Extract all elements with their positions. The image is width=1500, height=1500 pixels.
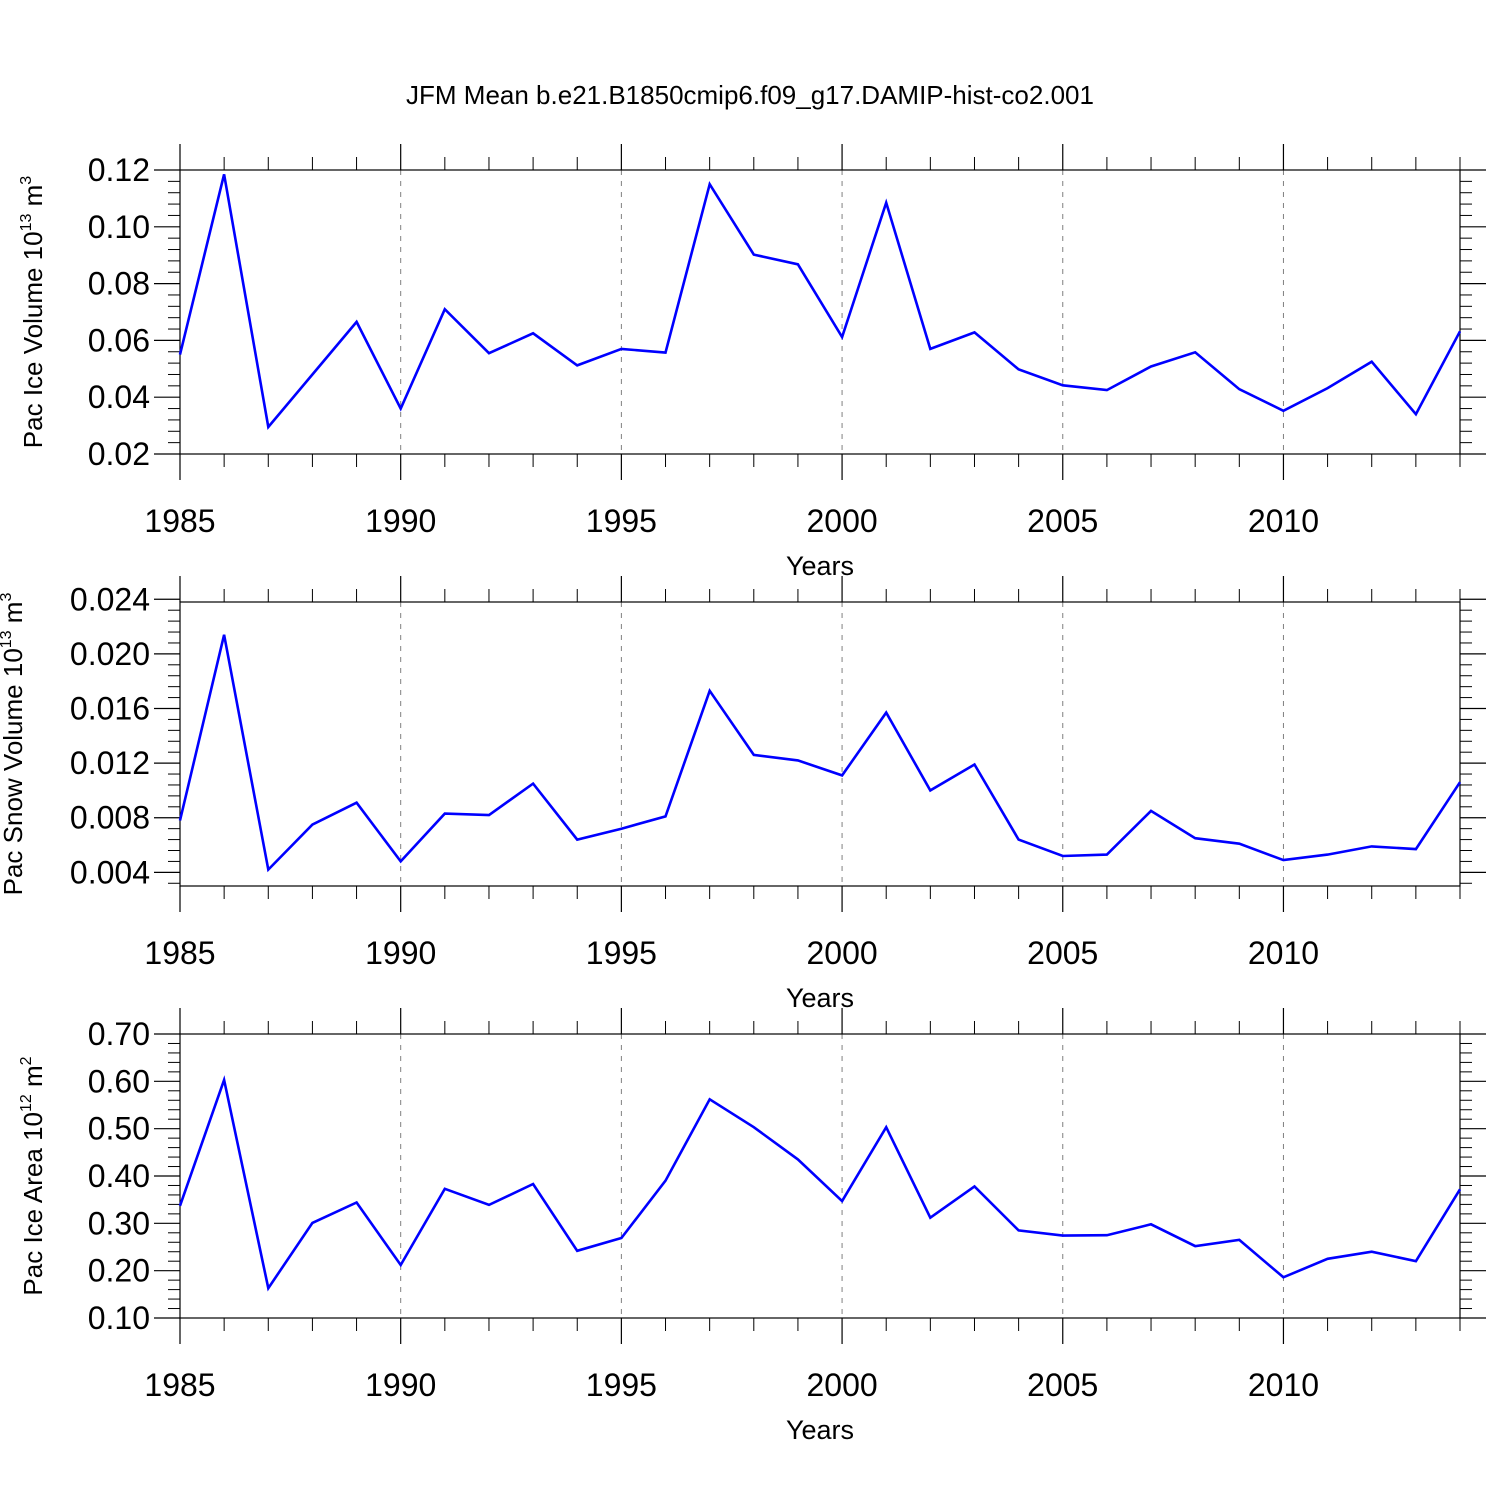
x-axis-label: Years	[786, 551, 854, 581]
y-axis-label-unit: m	[0, 602, 28, 631]
x-tick-label: 2010	[1248, 1367, 1319, 1403]
y-tick-label: 0.04	[88, 379, 150, 415]
y-tick-label: 0.20	[88, 1253, 150, 1289]
series-line	[178, 1075, 1462, 1292]
y-tick-label: 0.10	[88, 209, 150, 245]
x-tick-label: 2000	[806, 935, 877, 971]
x-tick-label: 1990	[365, 1367, 436, 1403]
y-tick-label: 0.020	[70, 636, 150, 672]
y-axis-label-unit-exponent: 2	[18, 1056, 35, 1065]
x-tick-label: 2005	[1027, 503, 1098, 539]
x-tick-label: 1995	[586, 1367, 657, 1403]
plot-frame	[179, 601, 1461, 887]
series-line	[178, 173, 1462, 430]
y-tick-label: 0.70	[88, 1016, 150, 1052]
y-tick-label: 0.08	[88, 266, 150, 302]
x-tick-label: 2010	[1248, 503, 1319, 539]
y-axis-label: Pac Ice Area 1012 m2	[18, 1056, 48, 1295]
y-tick-label: 0.50	[88, 1111, 150, 1147]
x-tick-label: 2005	[1027, 935, 1098, 971]
plot-frame	[179, 1033, 1461, 1319]
y-tick-label: 0.012	[70, 745, 150, 781]
x-tick-label: 1995	[586, 503, 657, 539]
y-axis-label-unit-exponent: 3	[18, 176, 35, 185]
y-axis-label: Pac Snow Volume 1013 m3	[0, 593, 28, 896]
y-tick-label: 0.016	[70, 691, 150, 727]
x-tick-label: 1995	[586, 935, 657, 971]
y-tick-label: 0.60	[88, 1063, 150, 1099]
y-axis-label-text: Pac Ice Area 10	[18, 1112, 48, 1296]
y-axis-label: Pac Ice Volume 1013 m3	[18, 176, 48, 449]
y-tick-label: 0.004	[70, 854, 150, 890]
figure-title: JFM Mean b.e21.B1850cmip6.f09_g17.DAMIP-…	[406, 80, 1094, 110]
chart-panel-2: 0.004 0.008 0.012 0.016 0.020 0.024 1985 1990 19…	[0, 576, 1486, 1013]
x-tick-label: 1990	[365, 935, 436, 971]
y-tick-label: 0.40	[88, 1158, 150, 1194]
y-tick-label: 0.008	[70, 800, 150, 836]
y-axis-label-exponent: 13	[18, 213, 35, 231]
y-tick-label: 0.06	[88, 322, 150, 358]
x-tick-label: 2010	[1248, 935, 1319, 971]
series-line	[178, 634, 1462, 873]
y-tick-label: 0.10	[88, 1300, 150, 1336]
y-axis-label-text: Pac Snow Volume 10	[0, 648, 28, 895]
chart-panel-3: 0.10 0.20 0.30 0.40 0.50 0.60 0.70 1985 1990 1995…	[18, 1008, 1486, 1445]
x-tick-label: 1985	[144, 935, 215, 971]
chart-panel-1: 0.02 0.04 0.06 0.08 0.10 0.12 1985 1990 1995 2000…	[18, 144, 1486, 581]
x-tick-label: 1990	[365, 503, 436, 539]
y-tick-label: 0.12	[88, 152, 150, 188]
x-tick-label: 2005	[1027, 1367, 1098, 1403]
y-axis-label-text: Pac Ice Volume 10	[18, 231, 48, 448]
y-axis-label-unit-exponent: 3	[0, 593, 15, 602]
y-tick-label: 0.30	[88, 1205, 150, 1241]
x-tick-label: 1985	[144, 503, 215, 539]
y-axis-label-unit: m	[18, 1065, 48, 1094]
y-axis-label-unit: m	[18, 185, 48, 214]
y-axis-label-exponent: 12	[18, 1094, 35, 1112]
x-axis-label: Years	[786, 1415, 854, 1445]
y-tick-label: 0.02	[88, 436, 150, 472]
x-tick-label: 2000	[806, 503, 877, 539]
plot-frame	[179, 169, 1461, 455]
x-tick-label: 1985	[144, 1367, 215, 1403]
x-tick-label: 2000	[806, 1367, 877, 1403]
x-axis-label: Years	[786, 983, 854, 1013]
y-axis-label-exponent: 13	[0, 630, 15, 648]
y-tick-label: 0.024	[70, 581, 150, 617]
